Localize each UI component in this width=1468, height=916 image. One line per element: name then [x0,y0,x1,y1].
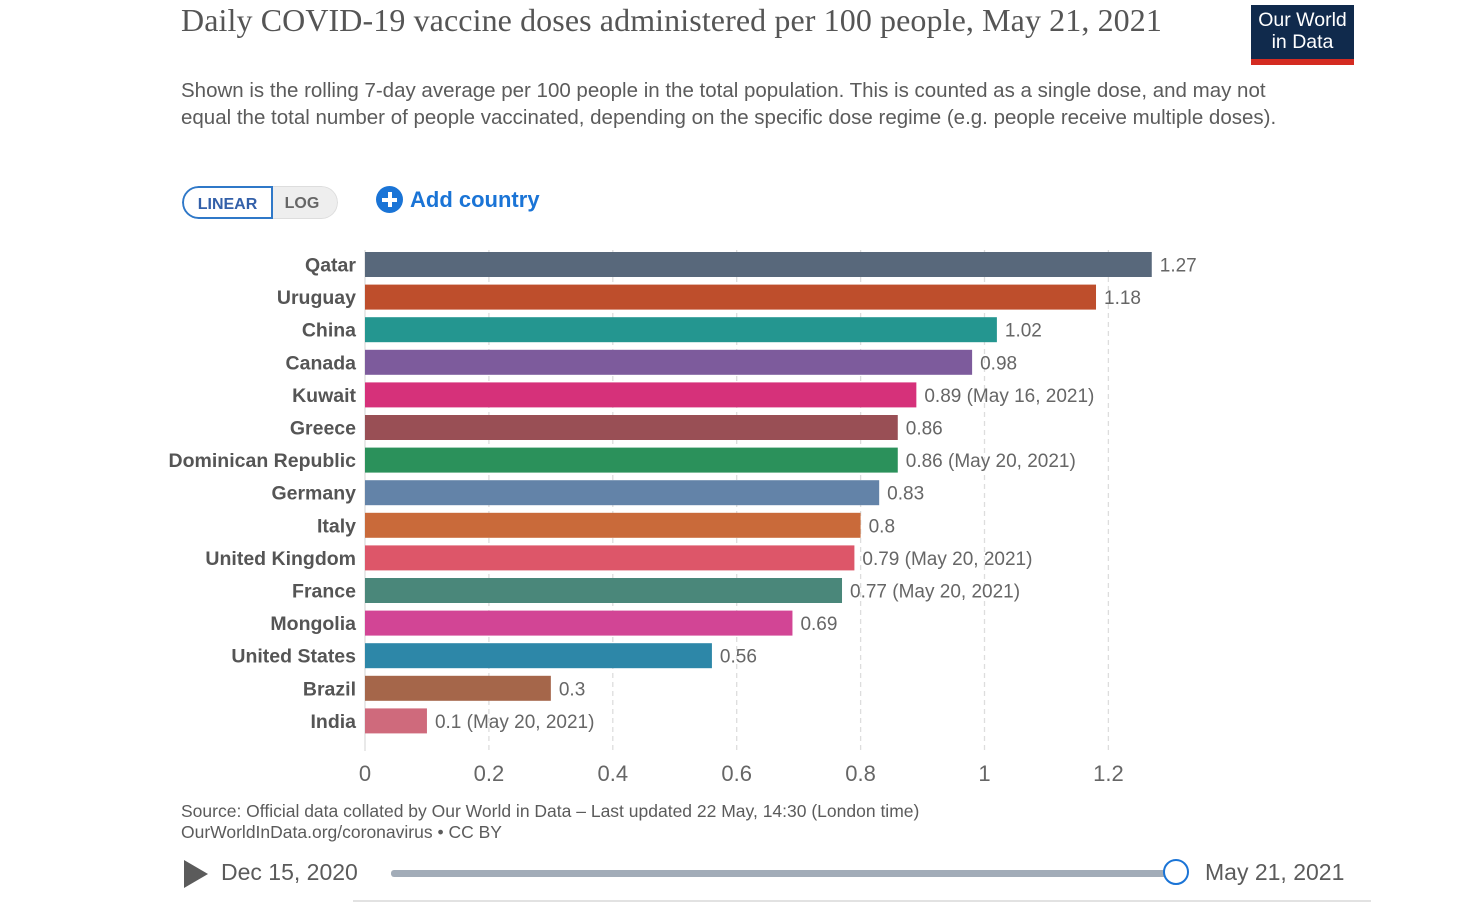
bar-mongolia[interactable] [365,610,793,636]
bar-dominican-republic[interactable] [365,447,898,473]
category-label[interactable]: Canada [286,352,357,374]
category-label[interactable]: Germany [271,483,356,505]
x-tick-label: 1.2 [1093,761,1124,786]
x-tick-label: 0.2 [474,761,505,786]
value-label: 0.86 (May 20, 2021) [906,451,1076,472]
timeline-track[interactable] [391,870,1177,877]
source-note: Source: Official data collated by Our Wo… [181,801,919,843]
owid-logo[interactable]: Our World in Data [1251,5,1354,65]
linear-scale-button[interactable]: LINEAR [182,186,273,219]
bar-qatar[interactable] [365,252,1152,277]
value-label: 0.3 [559,679,585,700]
value-label: 1.02 [1005,321,1042,342]
bars [365,252,1152,734]
timeline-handle[interactable] [1163,859,1189,885]
log-scale-button[interactable]: LOG [273,186,338,219]
bar-kuwait[interactable] [365,382,917,408]
value-label: 0.98 [980,353,1017,374]
category-label[interactable]: Kuwait [292,385,356,407]
bar-india[interactable] [365,708,427,734]
value-label: 0.56 [720,647,757,668]
category-labels: Qatar Uruguay China Canada Kuwait Greece Domin… [169,255,357,733]
source-link[interactable]: OurWorldInData.org/coronavirus • CC BY [181,822,502,842]
value-label: 0.79 (May 20, 2021) [862,549,1032,570]
value-label: 1.27 [1160,256,1197,277]
value-label: 0.77 (May 20, 2021) [850,582,1020,603]
logo-line-1: Our World [1258,9,1347,31]
timeline-end-date: May 21, 2021 [1205,859,1345,885]
value-label: 0.83 [887,484,924,505]
category-label[interactable]: France [292,581,356,603]
bar-chart: Qatar Uruguay China Canada Kuwait Greece Domin… [169,250,1197,786]
bar-germany[interactable] [365,480,880,506]
chart-subtitle: Shown is the rolling 7-day average per 1… [181,79,1277,129]
category-label[interactable]: United States [231,646,356,668]
category-label[interactable]: Mongolia [270,613,356,635]
chart-title: Daily COVID-19 vaccine doses administere… [181,2,1162,38]
x-tick-label: 0.8 [845,761,876,786]
category-label[interactable]: Qatar [305,255,356,277]
category-label[interactable]: Italy [317,515,356,537]
play-icon[interactable] [184,860,208,888]
logo-line-2: in Data [1271,31,1334,53]
bar-france[interactable] [365,578,843,603]
plus-circle-icon [376,186,403,213]
x-tick-label: 0 [359,761,371,786]
bar-greece[interactable] [365,415,898,440]
category-label[interactable]: Greece [290,418,356,440]
source-text: Source: Official data collated by Our Wo… [181,801,920,821]
value-labels: 1.27 1.18 1.02 0.98 0.89 (May 16, 2021) 0.86 0… [435,256,1197,733]
timeline: Dec 15, 2020 May 21, 2021 [0,852,1468,916]
bar-brazil[interactable] [365,675,551,701]
value-label: 0.1 (May 20, 2021) [435,712,594,733]
category-label[interactable]: Dominican Republic [169,450,357,472]
bar-china[interactable] [365,317,997,343]
add-country-label: Add country [410,186,540,212]
bar-uruguay[interactable] [365,284,1097,310]
value-label: 1.18 [1104,288,1141,309]
x-axis: 0 0.2 0.4 0.6 0.8 1 1.2 [359,761,1124,786]
bar-united-kingdom[interactable] [365,545,855,571]
category-label[interactable]: India [310,711,356,733]
value-label: 0.8 [869,516,895,537]
bar-united-states[interactable] [365,643,712,669]
x-tick-label: 1 [978,761,990,786]
category-label[interactable]: China [302,320,356,342]
bar-canada[interactable] [365,349,973,375]
scale-toggle: LINEAR LOG [182,186,338,219]
x-tick-label: 0.6 [721,761,752,786]
bottom-divider [353,900,1371,902]
value-label: 0.69 [800,614,837,635]
value-label: 0.89 (May 16, 2021) [924,386,1094,407]
bar-italy[interactable] [365,512,861,538]
category-label[interactable]: United Kingdom [205,548,356,570]
value-label: 0.86 [906,419,943,440]
category-label[interactable]: Brazil [303,678,356,700]
add-country-button[interactable]: Add country [376,186,540,213]
timeline-start-date: Dec 15, 2020 [221,859,358,885]
category-label[interactable]: Uruguay [277,287,356,309]
x-tick-label: 0.4 [598,761,629,786]
